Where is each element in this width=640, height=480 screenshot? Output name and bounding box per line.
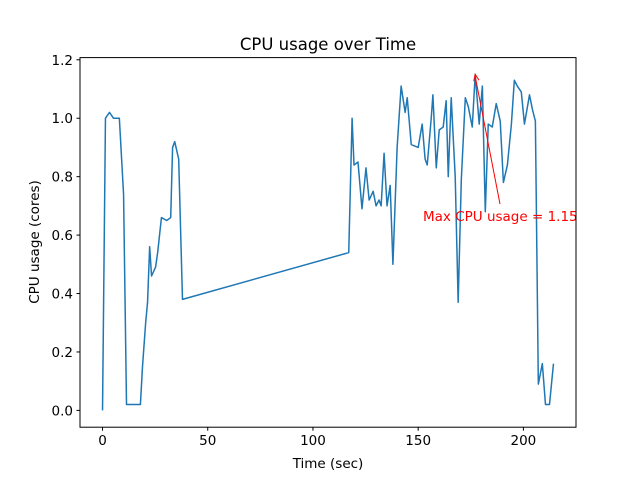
y-tick-label: 0.0: [52, 403, 73, 419]
annotation-arrowhead: [473, 73, 480, 82]
y-tick-label: 1.0: [52, 111, 73, 127]
y-tick-label: 0.8: [52, 170, 73, 186]
annotation-text: Max CPU usage = 1.15: [423, 209, 578, 225]
y-tick-label: 0.2: [52, 345, 73, 361]
y-tick-label: 0.4: [52, 287, 73, 303]
x-tick-label: 100: [300, 433, 326, 449]
annotation-arrow: [474, 76, 501, 205]
y-axis-label: CPU usage (cores): [27, 180, 43, 304]
x-tick-label: 50: [199, 433, 216, 449]
x-tick-label: 200: [511, 433, 537, 449]
chart-title: CPU usage over Time: [240, 35, 416, 54]
x-tick-label: 150: [405, 433, 431, 449]
y-tick-label: 0.6: [52, 228, 73, 244]
plot-frame: [79, 57, 577, 428]
y-tick-label: 1.2: [52, 53, 73, 69]
x-tick-label: 0: [98, 433, 107, 449]
x-axis-label: Time (sec): [292, 456, 364, 472]
data-line: [101, 73, 555, 411]
